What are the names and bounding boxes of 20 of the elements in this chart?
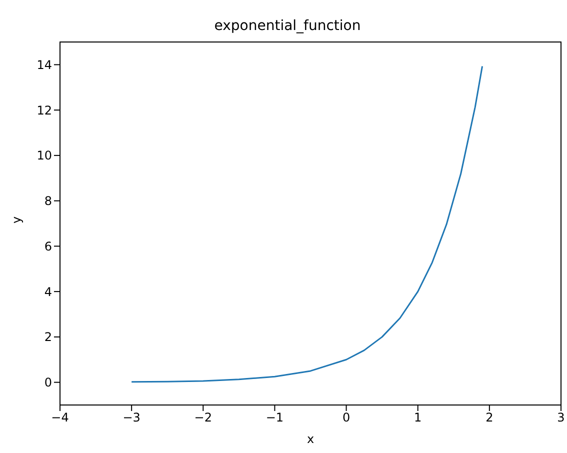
x-tick-label: 0 [342, 410, 350, 425]
x-tick-label: 2 [486, 410, 494, 425]
y-tick-label: 2 [44, 330, 52, 344]
y-tick-label: 12 [36, 103, 52, 118]
x-tick-label: −1 [266, 410, 284, 425]
x-tick-label: 3 [557, 410, 565, 425]
y-axis-title: y [9, 216, 24, 224]
x-tick-label: 1 [414, 410, 422, 425]
y-tick-label: 0 [44, 376, 52, 390]
x-tick-label: −3 [122, 410, 140, 425]
chart-title: exponential_function [213, 18, 362, 34]
y-tick-label: 6 [44, 239, 52, 254]
y-tick-label: 4 [44, 284, 52, 299]
y-tick-label: 8 [44, 194, 52, 208]
y-tick-label: 14 [36, 58, 52, 72]
line-series [130, 66, 484, 383]
x-tick-label: −2 [194, 410, 212, 425]
x-tick-label: −4 [51, 410, 69, 425]
y-tick-label: 10 [36, 148, 52, 163]
x-axis-title: x [306, 432, 314, 446]
